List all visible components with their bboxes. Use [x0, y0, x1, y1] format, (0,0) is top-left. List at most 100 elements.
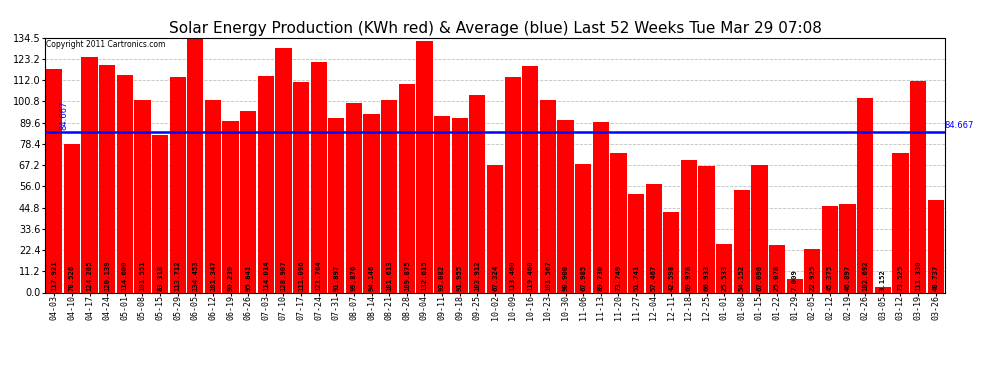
Text: 69.978: 69.978 — [686, 264, 692, 291]
Bar — [699, 166, 715, 292]
Bar — [205, 100, 221, 292]
Text: 51.741: 51.741 — [633, 264, 639, 291]
Bar — [681, 160, 697, 292]
Text: 117.921: 117.921 — [51, 260, 57, 291]
Bar — [575, 164, 591, 292]
Text: 120.139: 120.139 — [104, 260, 110, 291]
Text: 25.533: 25.533 — [721, 264, 728, 291]
Text: 114.600: 114.600 — [122, 260, 128, 291]
Bar — [275, 48, 291, 292]
Bar — [240, 111, 256, 292]
Text: Copyright 2011 Cartronics.com: Copyright 2011 Cartronics.com — [47, 40, 165, 49]
Text: 46.897: 46.897 — [844, 264, 850, 291]
Text: 45.375: 45.375 — [827, 264, 833, 291]
Text: 22.925: 22.925 — [810, 264, 816, 291]
Text: 99.876: 99.876 — [351, 264, 357, 291]
Text: 67.324: 67.324 — [492, 264, 498, 291]
Bar — [81, 57, 98, 292]
Text: 42.598: 42.598 — [668, 264, 674, 291]
Text: 111.096: 111.096 — [298, 260, 304, 291]
Text: 83.318: 83.318 — [157, 264, 163, 291]
Bar — [787, 279, 803, 292]
Bar — [346, 103, 362, 292]
Bar — [257, 76, 274, 292]
Text: 128.907: 128.907 — [280, 260, 286, 291]
Bar — [716, 244, 733, 292]
Bar — [628, 194, 644, 292]
Text: 57.467: 57.467 — [650, 264, 656, 291]
Text: 7.009: 7.009 — [792, 269, 798, 291]
Text: 109.875: 109.875 — [404, 260, 410, 291]
Text: 54.152: 54.152 — [739, 264, 744, 291]
Text: 89.730: 89.730 — [598, 264, 604, 291]
Text: 113.460: 113.460 — [510, 260, 516, 291]
Text: 3.152: 3.152 — [880, 269, 886, 291]
Text: 101.567: 101.567 — [544, 260, 550, 291]
Bar — [751, 165, 767, 292]
Text: 84.667: 84.667 — [944, 121, 974, 130]
Text: 91.955: 91.955 — [456, 264, 462, 291]
Bar — [311, 62, 327, 292]
Bar — [223, 122, 239, 292]
Text: 90.239: 90.239 — [228, 264, 234, 291]
Bar — [169, 77, 186, 292]
Bar — [151, 135, 168, 292]
Bar — [804, 249, 821, 292]
Text: 95.841: 95.841 — [246, 264, 251, 291]
Text: 132.615: 132.615 — [422, 260, 428, 291]
Text: 93.082: 93.082 — [440, 264, 446, 291]
Text: 90.900: 90.900 — [562, 264, 568, 291]
Bar — [857, 98, 873, 292]
Text: 113.712: 113.712 — [174, 260, 180, 291]
Text: 102.692: 102.692 — [862, 260, 868, 291]
Text: 73.525: 73.525 — [898, 264, 904, 291]
Text: 48.737: 48.737 — [933, 264, 939, 291]
Bar — [293, 82, 309, 292]
Bar — [769, 245, 785, 292]
Text: 103.912: 103.912 — [474, 260, 480, 291]
Bar — [363, 114, 380, 292]
Bar — [875, 286, 891, 292]
Bar — [47, 69, 62, 292]
Bar — [469, 96, 485, 292]
Text: 91.897: 91.897 — [334, 264, 340, 291]
Text: 25.078: 25.078 — [774, 264, 780, 291]
Bar — [840, 204, 855, 292]
Bar — [734, 190, 750, 292]
Bar — [822, 207, 839, 292]
Text: 78.526: 78.526 — [69, 264, 75, 291]
Bar — [522, 66, 539, 292]
Text: 101.551: 101.551 — [140, 260, 146, 291]
Text: 119.460: 119.460 — [528, 260, 534, 291]
Text: 101.613: 101.613 — [386, 260, 392, 291]
Bar — [892, 153, 909, 292]
Bar — [645, 183, 661, 292]
Bar — [63, 144, 80, 292]
Bar — [610, 153, 627, 292]
Text: 67.985: 67.985 — [580, 264, 586, 291]
Bar — [135, 100, 150, 292]
Bar — [329, 118, 345, 292]
Text: 101.347: 101.347 — [210, 260, 216, 291]
Text: 114.014: 114.014 — [262, 260, 269, 291]
Bar — [505, 77, 521, 292]
Bar — [910, 81, 927, 292]
Bar — [434, 116, 450, 292]
Bar — [117, 75, 133, 292]
Text: 84.667: 84.667 — [59, 101, 68, 130]
Bar — [451, 118, 468, 292]
Bar — [487, 165, 503, 292]
Text: 94.146: 94.146 — [368, 264, 374, 291]
Title: Solar Energy Production (KWh red) & Average (blue) Last 52 Weeks Tue Mar 29 07:0: Solar Energy Production (KWh red) & Aver… — [168, 21, 822, 36]
Bar — [187, 38, 203, 292]
Bar — [99, 65, 115, 292]
Bar — [381, 100, 397, 292]
Text: 121.764: 121.764 — [316, 260, 322, 291]
Bar — [928, 200, 943, 292]
Bar — [557, 120, 573, 292]
Bar — [399, 84, 415, 292]
Text: 73.749: 73.749 — [616, 264, 622, 291]
Text: 134.453: 134.453 — [192, 260, 198, 291]
Bar — [417, 41, 433, 292]
Bar — [663, 212, 679, 292]
